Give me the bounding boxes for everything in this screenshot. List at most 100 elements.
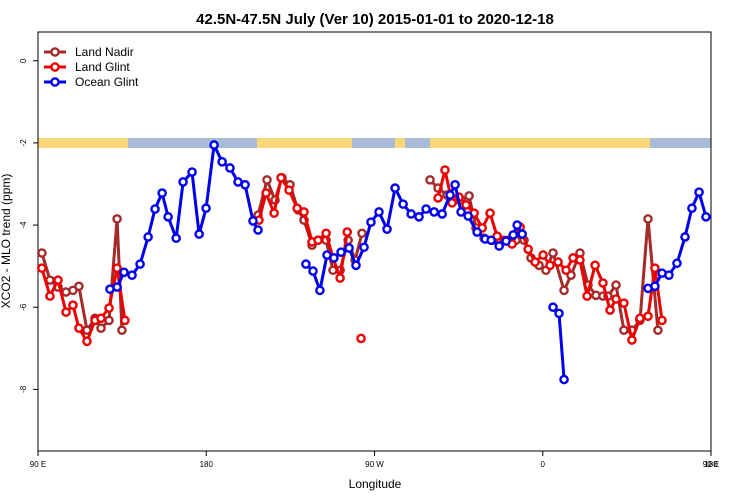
chart-title: 42.5N-47.5N July (Ver 10) 2015-01-01 to … [196,11,554,28]
data-point [398,199,408,209]
data-point [414,212,424,222]
data-point [292,203,302,214]
data-point [687,203,697,214]
data-point [104,303,114,313]
data-point [315,285,325,296]
data-point [421,204,431,214]
data-point [508,230,519,240]
data-point [643,214,653,224]
data-point [336,247,346,257]
data-point [45,291,55,301]
data-point [545,260,555,271]
data-point [450,180,460,190]
data-point [356,333,366,344]
legend-marker [50,77,60,87]
data-point [382,224,392,234]
data-point [611,280,621,290]
data-point [486,235,496,246]
data-point [209,140,219,150]
data-point [664,270,674,280]
data-point [494,241,504,251]
x-tick-label: 90 E [30,460,46,469]
data-point [61,307,71,317]
data-point [37,263,47,274]
data-point [96,323,106,333]
data-point [357,228,367,239]
data-point [194,229,204,239]
data-point [276,173,286,183]
data-point [559,285,569,296]
x-tick-label: 90 W [365,460,384,469]
data-point [694,187,704,198]
data-point [171,233,181,244]
data-point [650,281,660,292]
data-point [635,313,645,324]
data-point [335,273,345,283]
data-point [548,302,558,313]
data-point [445,190,455,200]
data-point [680,232,690,242]
data-point [512,220,522,230]
data-point [135,259,145,269]
data-point [485,208,495,218]
land-band [395,138,405,148]
data-point [74,323,84,333]
data-point [559,374,569,385]
data-point [366,217,376,227]
data-point [82,336,92,347]
data-point [611,294,621,304]
data-point [301,259,311,269]
data-point [553,257,563,267]
data-point [112,263,122,274]
data-point [650,263,660,274]
data-point [225,163,235,173]
data-point [329,253,339,263]
x-axis-label: Longitude [349,477,402,491]
data-point [440,165,450,175]
data-point [120,315,130,326]
data-point [163,212,173,222]
data-point [605,305,615,315]
data-point [143,232,153,242]
data-point [461,200,471,210]
data-point [74,281,84,292]
data-point [96,313,106,324]
data-point [433,193,443,203]
x-tick-label: 180 [704,460,718,469]
data-point [321,228,331,239]
data-point [643,311,653,322]
data-point [253,225,263,235]
data-point [313,235,323,246]
data-point [112,214,122,224]
data-point [701,212,711,222]
data-point [248,216,258,226]
data-point [117,325,127,336]
data-point [657,315,667,326]
data-point [538,250,548,260]
legend-label: Land Nadir [75,45,134,59]
data-point [463,211,473,221]
data-point [501,236,511,246]
y-tick-label: -8 [19,385,28,393]
data-point [68,300,78,310]
data-point [554,308,564,319]
data-point [187,167,197,177]
data-point [447,198,457,208]
land-band [38,138,128,148]
data-point [406,209,416,219]
data-point [561,265,571,276]
data-point [37,248,47,258]
data-point [150,204,160,214]
data-point [425,175,435,185]
data-point [517,229,527,239]
data-point [119,267,129,278]
data-point [157,188,167,198]
data-point [374,207,384,217]
data-point [530,257,540,267]
data-point [582,291,592,301]
data-point [351,260,361,271]
data-point [308,266,318,276]
data-point [53,275,63,285]
